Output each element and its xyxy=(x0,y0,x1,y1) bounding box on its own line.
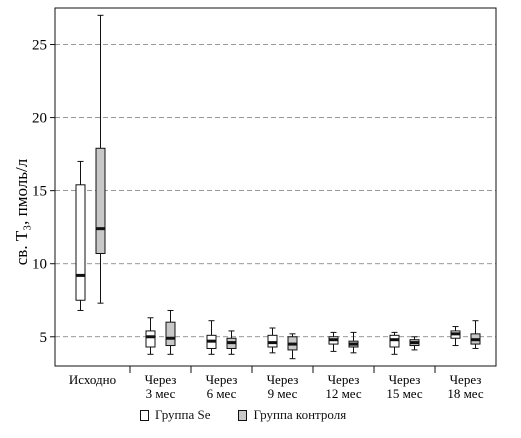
box-control xyxy=(165,309,176,355)
x-category-label: Через xyxy=(206,372,238,387)
y-tick-label: 15 xyxy=(32,184,47,200)
box-iqr xyxy=(145,330,156,348)
y-tick-label: 10 xyxy=(32,257,47,273)
x-category-label: 18 мес xyxy=(447,386,484,401)
y-tick-label: 20 xyxy=(32,111,47,127)
box-se xyxy=(389,331,400,355)
legend-label-se: Группа Se xyxy=(155,407,211,422)
box-se xyxy=(267,327,278,354)
legend-label-control: Группа контроля xyxy=(253,407,347,422)
box-plot-series xyxy=(75,14,481,360)
x-category-label: 9 мес xyxy=(268,386,298,401)
box-control xyxy=(470,320,481,349)
grid-lines xyxy=(55,44,496,338)
legend-item-control: Группа контроля xyxy=(238,407,346,423)
box-se xyxy=(206,320,217,355)
box-iqr xyxy=(95,147,106,254)
x-category-label: Через xyxy=(389,372,421,387)
box-control xyxy=(226,330,237,355)
y-tick-label: 5 xyxy=(40,330,48,346)
legend: Группа Se Группа контроля xyxy=(140,407,346,423)
legend-item-se: Группа Se xyxy=(140,407,210,423)
box-iqr xyxy=(75,184,86,301)
x-category-label: Исходно xyxy=(69,372,116,387)
x-category-label: 12 мес xyxy=(325,386,362,401)
x-category-label: 3 мес xyxy=(146,386,176,401)
box-control xyxy=(95,14,106,304)
box-iqr xyxy=(165,321,176,347)
x-category-label: Через xyxy=(328,372,360,387)
legend-swatch-control xyxy=(238,409,248,421)
x-category-label: 15 мес xyxy=(386,386,423,401)
y-axis-label: св. T₃, пмоль/л xyxy=(12,158,31,265)
plot-frame xyxy=(54,7,497,367)
box-control xyxy=(348,331,359,354)
box-control xyxy=(287,333,298,360)
x-category-label: 6 мес xyxy=(207,386,237,401)
x-category-label: Через xyxy=(267,372,299,387)
box-control xyxy=(409,336,420,351)
x-category-label: Через xyxy=(145,372,177,387)
box-se xyxy=(75,160,86,311)
y-axis: 5 10 15 20 25 xyxy=(32,7,497,367)
y-tick-label: 25 xyxy=(32,38,47,54)
box-se xyxy=(145,317,156,355)
x-category-label: Через xyxy=(450,372,482,387)
box-se xyxy=(450,326,461,347)
legend-swatch-se xyxy=(140,409,149,421)
box-se xyxy=(328,331,339,352)
